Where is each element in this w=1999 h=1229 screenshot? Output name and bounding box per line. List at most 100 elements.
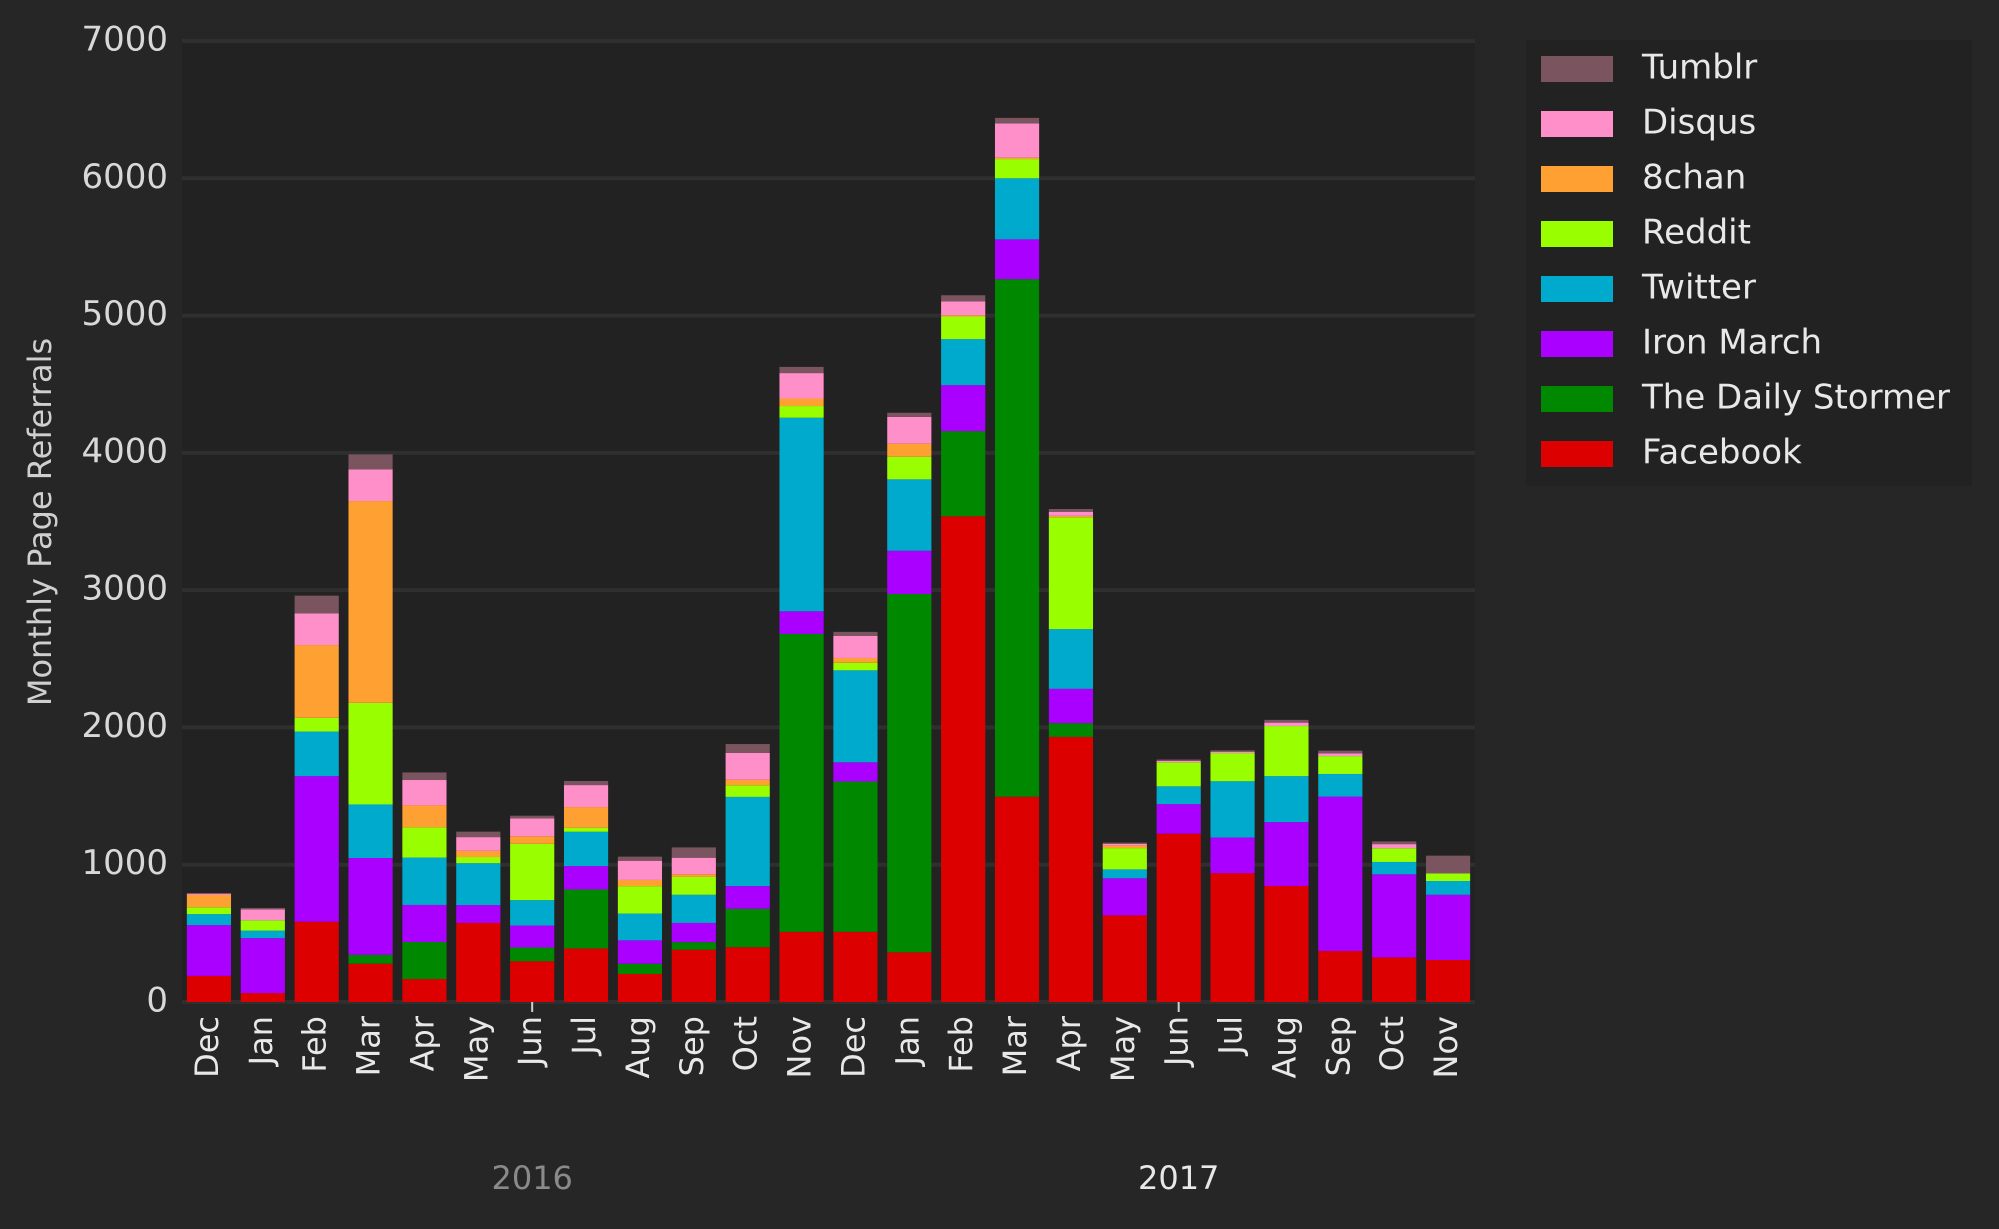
- legend-label: The Daily Stormer: [1641, 378, 1950, 418]
- bar-segment: [994, 157, 1040, 160]
- bar-segment: [1318, 756, 1363, 774]
- bar-segment: [617, 879, 663, 887]
- legend-swatch: [1541, 331, 1613, 357]
- bar-segment: [1102, 878, 1147, 916]
- bar-segment: [1372, 861, 1417, 875]
- x-tick-label: Jan: [888, 1016, 926, 1067]
- legend-label: Facebook: [1642, 433, 1802, 473]
- bar-segment: [240, 993, 285, 1002]
- legend-label: 8chan: [1642, 158, 1746, 198]
- bar-segment: [941, 516, 986, 1002]
- x-tick-label: Feb: [942, 1016, 980, 1073]
- bar-segment: [887, 479, 932, 551]
- legend-label: Twitter: [1641, 268, 1756, 308]
- bar-segment: [725, 947, 770, 1002]
- x-tick-label: May: [1104, 1016, 1142, 1082]
- y-tick-label: 0: [146, 981, 168, 1021]
- x-tick-label: Dec: [834, 1016, 872, 1078]
- bar-segment: [994, 279, 1040, 797]
- bar-segment: [1048, 511, 1094, 516]
- bar-segment: [779, 611, 824, 634]
- y-tick-label: 3000: [81, 569, 168, 609]
- x-tick-label: Aug: [1265, 1016, 1303, 1078]
- bar-segment: [887, 593, 932, 953]
- bar-segment: [1048, 517, 1094, 630]
- bar-segment: [1318, 796, 1363, 952]
- legend-swatch: [1541, 166, 1613, 192]
- bar-segment: [348, 469, 393, 502]
- x-group-label: 2016: [491, 1159, 572, 1197]
- bar-segment: [402, 805, 447, 828]
- bar-segment: [1048, 688, 1094, 724]
- x-tick-label: Aug: [619, 1016, 657, 1078]
- bar-segment: [1210, 750, 1255, 752]
- y-axis-title: Monthly Page Referrals: [21, 338, 59, 706]
- bar-segment: [186, 925, 232, 976]
- bar-segment: [1318, 750, 1363, 754]
- bar-segment: [402, 979, 447, 1002]
- bar-segment: [941, 431, 986, 517]
- bar-segment: [833, 662, 878, 671]
- bar-segment: [456, 905, 501, 923]
- bar-segment: [510, 961, 555, 1002]
- bar-segment: [779, 406, 824, 418]
- x-tick-label: Nov: [1427, 1016, 1465, 1078]
- bar-segment: [1264, 722, 1309, 727]
- bar-segment: [1048, 509, 1094, 512]
- bar-segment: [1372, 848, 1417, 862]
- x-tick-label: Oct: [727, 1016, 765, 1071]
- bar-segment: [671, 894, 716, 923]
- bar-segment: [671, 949, 716, 1002]
- bar-segment: [833, 781, 878, 932]
- y-tick-label: 6000: [81, 157, 168, 197]
- bar-segment: [941, 295, 986, 302]
- bar-segment: [1210, 837, 1255, 874]
- bar-segment: [1210, 781, 1255, 838]
- bar-segment: [240, 930, 285, 939]
- bar-segment: [1048, 736, 1094, 1002]
- y-tick-label: 5000: [81, 294, 168, 334]
- bar-segment: [994, 123, 1040, 158]
- bar-segment: [617, 856, 663, 861]
- bar-segment: [402, 780, 447, 806]
- bar-segment: [402, 904, 447, 943]
- bar-segment: [240, 907, 285, 910]
- bar-segment: [725, 785, 770, 797]
- bar-segment: [887, 412, 932, 417]
- bar-segment: [994, 159, 1040, 179]
- legend-swatch: [1541, 111, 1613, 137]
- bar-segment: [1210, 753, 1255, 782]
- y-tick-label: 2000: [81, 706, 168, 746]
- bar-segment: [1318, 951, 1363, 1002]
- bar-segment: [725, 779, 770, 786]
- x-tick-label: Jan: [242, 1016, 280, 1067]
- y-tick-label: 4000: [81, 431, 168, 471]
- bar-segment: [1264, 726, 1309, 777]
- bar-segment: [1102, 845, 1147, 849]
- bar-segment: [348, 804, 393, 858]
- bar-segment: [1318, 773, 1363, 797]
- bar-segment: [510, 925, 555, 948]
- bar-segment: [887, 416, 932, 444]
- bar-segment: [402, 942, 447, 980]
- legend-swatch: [1541, 441, 1613, 467]
- legend-label: Tumblr: [1641, 48, 1757, 88]
- bar-segment: [563, 948, 609, 1002]
- bar-segment: [725, 908, 770, 948]
- legend-label: Reddit: [1642, 213, 1751, 253]
- bar-segment: [402, 827, 447, 858]
- bar-segment: [671, 876, 716, 895]
- bar-segment: [1048, 723, 1094, 737]
- x-tick-label: Dec: [188, 1016, 226, 1078]
- legend-swatch: [1541, 56, 1613, 82]
- bar-segment: [941, 301, 986, 316]
- bar-segment: [563, 807, 609, 828]
- bar-segment: [833, 670, 878, 763]
- bar-segment: [294, 717, 339, 732]
- x-tick-label: Jun: [1158, 1016, 1196, 1068]
- bar-segment: [348, 501, 393, 703]
- bar-segment: [1425, 959, 1471, 1002]
- bar-segment: [563, 866, 609, 890]
- bar-segment: [671, 857, 716, 875]
